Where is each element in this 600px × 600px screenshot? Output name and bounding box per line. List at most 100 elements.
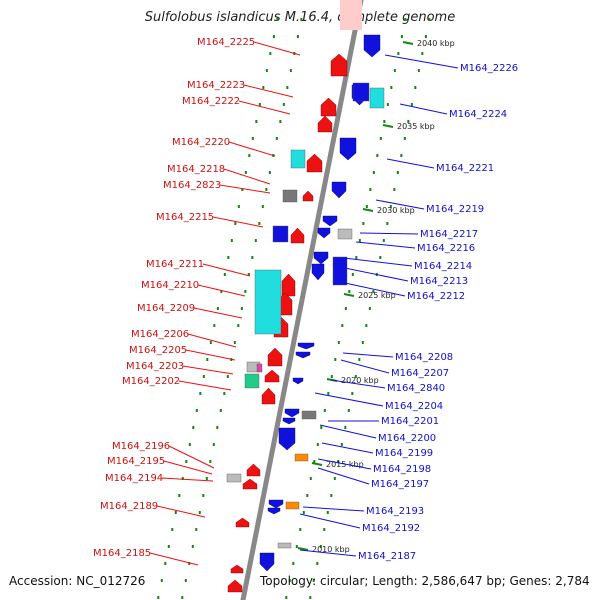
- gene-grey-block[interactable]: [226, 473, 242, 483]
- gene-reverse-arrow[interactable]: [295, 351, 311, 359]
- gene-reverse-arrow[interactable]: [259, 552, 275, 572]
- gene-forward-arrow[interactable]: [306, 153, 323, 173]
- gene-label-reverse[interactable]: M164_2187: [358, 551, 416, 562]
- gene-label-forward[interactable]: M164_2223: [187, 80, 245, 91]
- gene-label-reverse[interactable]: M164_2204: [385, 401, 443, 412]
- gene-forward-arrow[interactable]: [227, 579, 243, 593]
- gene-label-forward[interactable]: M164_2189: [100, 501, 158, 512]
- gene-label-reverse[interactable]: M164_2192: [362, 523, 420, 534]
- track-dot: [237, 205, 240, 208]
- gene-cyan-block[interactable]: [254, 269, 282, 335]
- gene-magenta-block[interactable]: [256, 363, 263, 373]
- track-dot: [241, 188, 244, 191]
- gene-label-forward[interactable]: M164_2823: [163, 180, 221, 191]
- gene-label-reverse[interactable]: M164_2200: [378, 433, 436, 444]
- gene-label-reverse[interactable]: M164_2216: [417, 243, 475, 254]
- gene-label-forward[interactable]: M164_2206: [131, 329, 189, 340]
- gene-forward-arrow[interactable]: [264, 369, 280, 383]
- track-dot: [289, 69, 292, 72]
- gene-forward-arrow[interactable]: [290, 227, 305, 244]
- gene-reverse-block[interactable]: [272, 225, 289, 243]
- gene-reverse-arrow[interactable]: [292, 377, 304, 385]
- gene-forward-arrow[interactable]: [302, 190, 314, 202]
- gene-label-forward[interactable]: M164_2195: [107, 456, 165, 467]
- gene-orange-block[interactable]: [285, 501, 300, 510]
- gene-forward-arrow[interactable]: [320, 97, 337, 117]
- gene-label-forward[interactable]: M164_2215: [156, 212, 214, 223]
- gene-label-forward[interactable]: M164_2202: [122, 376, 180, 387]
- gene-label-forward[interactable]: M164_2209: [137, 303, 195, 314]
- track-dot: [382, 239, 385, 242]
- label-leader-line: [228, 141, 276, 157]
- gene-grey-block[interactable]: [337, 228, 353, 240]
- track-dot: [191, 545, 194, 548]
- gene-reverse-arrow[interactable]: [331, 181, 347, 199]
- accession-text: Accession: NC_012726: [9, 574, 146, 588]
- gene-label-forward[interactable]: M164_2203: [126, 361, 184, 372]
- gene-grey-block[interactable]: [277, 542, 292, 549]
- gene-forward-arrow[interactable]: [242, 478, 258, 490]
- gene-label-reverse[interactable]: M164_2214: [414, 261, 472, 272]
- gene-forward-arrow[interactable]: [261, 387, 276, 405]
- gene-label-forward[interactable]: M164_2196: [112, 441, 170, 452]
- gene-forward-arrow[interactable]: [230, 564, 244, 574]
- gene-orange-block[interactable]: [294, 453, 309, 462]
- gene-cyan-block[interactable]: [369, 87, 385, 109]
- gene-label-forward[interactable]: M164_2220: [172, 137, 230, 148]
- gene-label-reverse[interactable]: M164_2201: [381, 416, 439, 427]
- gene-forward-arrow[interactable]: [246, 463, 261, 477]
- gene-reverse-block[interactable]: [352, 82, 370, 102]
- gene-label-reverse[interactable]: M164_2208: [395, 352, 453, 363]
- gene-label-reverse[interactable]: M164_2221: [436, 163, 494, 174]
- gene-reverse-arrow[interactable]: [284, 408, 300, 418]
- gene-label-reverse[interactable]: M164_2193: [366, 506, 424, 517]
- gene-reverse-arrow[interactable]: [317, 227, 331, 239]
- map-title: Sulfolobus islandicus M.16.4, complete g…: [144, 10, 456, 25]
- gene-label-forward[interactable]: M164_2210: [141, 280, 199, 291]
- gene-forward-arrow[interactable]: [235, 517, 250, 528]
- kbp-tick: [402, 41, 414, 45]
- gene-reverse-arrow[interactable]: [339, 137, 357, 161]
- gene-label-reverse[interactable]: M164_2213: [410, 276, 468, 287]
- gene-reverse-arrow[interactable]: [282, 417, 296, 425]
- gene-label-reverse[interactable]: M164_2219: [426, 204, 484, 215]
- gene-label-forward[interactable]: M164_2211: [146, 259, 204, 270]
- gene-label-forward[interactable]: M164_2194: [105, 473, 163, 484]
- track-dot: [368, 307, 371, 310]
- gene-forward-arrow[interactable]: [281, 273, 296, 297]
- gene-label-reverse[interactable]: M164_2840: [387, 383, 445, 394]
- gene-green-block[interactable]: [244, 373, 260, 389]
- gene-grey-block[interactable]: [301, 410, 317, 420]
- label-leader-line: [243, 84, 294, 98]
- gene-label-reverse[interactable]: M164_2199: [375, 448, 433, 459]
- gene-forward-arrow[interactable]: [267, 347, 283, 367]
- gene-forward-arrow[interactable]: [317, 115, 333, 133]
- label-leader-line: [156, 505, 206, 518]
- gene-label-forward[interactable]: M164_2185: [93, 548, 151, 559]
- gene-reverse-arrow[interactable]: [363, 34, 381, 58]
- gene-label-reverse[interactable]: M164_2224: [449, 109, 507, 120]
- gene-label-reverse[interactable]: M164_2207: [391, 368, 449, 379]
- gene-reverse-arrow[interactable]: [313, 251, 329, 265]
- gene-reverse-arrow[interactable]: [297, 342, 315, 350]
- gene-label-reverse[interactable]: M164_2198: [373, 464, 431, 475]
- gene-grey-block[interactable]: [282, 189, 298, 203]
- gene-label-reverse[interactable]: M164_2197: [371, 479, 429, 490]
- gene-reverse-arrow[interactable]: [268, 499, 284, 509]
- gene-reverse-arrow[interactable]: [311, 263, 325, 281]
- kbp-tick: [311, 462, 323, 466]
- gene-reverse-block[interactable]: [332, 256, 348, 286]
- gene-label-reverse[interactable]: M164_2217: [420, 229, 478, 240]
- gene-label-forward[interactable]: M164_2218: [167, 164, 225, 175]
- gene-label-forward[interactable]: M164_2225: [197, 37, 255, 48]
- gene-reverse-arrow[interactable]: [267, 507, 281, 515]
- gene-reverse-arrow[interactable]: [278, 427, 296, 451]
- gene-forward-arrow[interactable]: [330, 53, 348, 77]
- gene-cyan-block[interactable]: [290, 149, 306, 169]
- gene-label-forward[interactable]: M164_2222: [182, 96, 240, 107]
- gene-label-forward[interactable]: M164_2205: [129, 345, 187, 356]
- gene-reverse-arrow[interactable]: [322, 215, 338, 227]
- gene-label-reverse[interactable]: M164_2226: [460, 63, 518, 74]
- gene-label-reverse[interactable]: M164_2212: [407, 291, 465, 302]
